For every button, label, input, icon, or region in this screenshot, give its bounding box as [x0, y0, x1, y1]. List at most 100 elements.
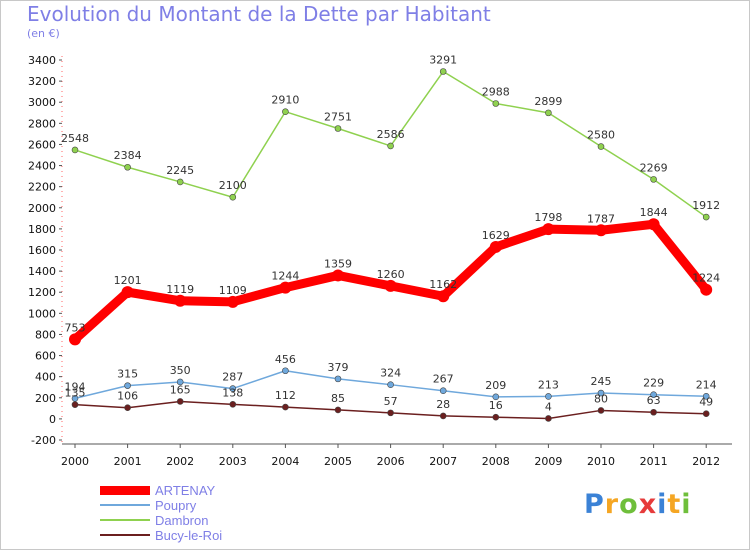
data-point-bucy-le-roi: [439, 412, 447, 420]
legend-label: Dambron: [155, 513, 209, 528]
x-tick-label: 2007: [429, 455, 457, 468]
y-tick-label: 1400: [28, 265, 56, 278]
x-tick-label: 2005: [324, 455, 352, 468]
data-label-bucy-le-roi: 106: [117, 390, 138, 403]
data-point-dambron: [282, 108, 289, 116]
data-label-bucy-le-roi: 85: [331, 392, 345, 405]
data-label-poupry: 267: [433, 373, 454, 386]
data-point-dambron: [176, 178, 184, 186]
logo-letter: i: [681, 489, 692, 520]
y-tick-label: -200: [31, 434, 56, 447]
data-label-bucy-le-roi: 49: [699, 396, 713, 409]
data-label-bucy-le-roi: 57: [384, 395, 398, 408]
data-label-artenay: 1629: [482, 229, 510, 242]
logo-letter: i: [657, 489, 668, 520]
data-point-bucy-le-roi: [387, 409, 394, 417]
x-tick-label: 2012: [692, 455, 720, 468]
data-label-poupry: 324: [380, 367, 401, 380]
data-label-dambron: 2548: [61, 132, 89, 145]
series-layer: [69, 68, 713, 422]
data-label-dambron: 2988: [482, 85, 510, 98]
data-point-dambron: [650, 176, 657, 183]
data-point-dambron: [597, 143, 605, 150]
y-tick-label: 2200: [28, 181, 56, 194]
y-tick-label: 2000: [28, 202, 56, 215]
data-point-dambron: [124, 163, 131, 171]
legend-swatch: [100, 504, 150, 506]
data-label-bucy-le-roi: 80: [594, 392, 608, 405]
y-tick-label: 0: [49, 413, 56, 426]
data-point-poupry: [702, 392, 710, 400]
legend-swatch: [100, 519, 150, 521]
data-point-artenay: [69, 333, 81, 346]
data-label-dambron: 2586: [377, 128, 405, 141]
data-point-artenay: [700, 283, 713, 296]
data-point-dambron: [545, 109, 552, 117]
data-label-artenay: 1844: [640, 206, 668, 219]
legend-label: Poupry: [155, 498, 197, 513]
data-point-artenay: [437, 290, 450, 303]
y-tick-label: 2600: [28, 138, 56, 151]
data-point-poupry: [229, 385, 237, 392]
y-tick-label: 400: [35, 371, 56, 384]
y-tick-label: 2400: [28, 160, 56, 173]
data-point-bucy-le-roi: [702, 410, 710, 418]
data-point-dambron: [334, 125, 342, 132]
data-point-dambron: [702, 213, 710, 221]
data-label-bucy-le-roi: 63: [647, 394, 661, 407]
data-label-artenay: 753: [65, 321, 86, 334]
logo-letter: x: [638, 489, 658, 520]
data-label-poupry: 287: [222, 371, 243, 384]
data-label-poupry: 379: [328, 361, 349, 374]
data-label-poupry: 194: [65, 380, 86, 393]
data-point-dambron: [229, 193, 237, 201]
data-label-artenay: 1201: [114, 274, 142, 287]
data-label-artenay: 1162: [429, 278, 457, 291]
data-point-poupry: [282, 367, 289, 375]
data-point-dambron: [71, 146, 79, 154]
data-label-bucy-le-roi: 165: [170, 383, 191, 396]
data-label-artenay: 1224: [692, 272, 720, 285]
data-point-poupry: [545, 393, 552, 400]
data-point-bucy-le-roi: [650, 408, 657, 416]
data-label-artenay: 1244: [271, 270, 299, 283]
data-label-dambron: 2910: [271, 94, 299, 107]
y-tick-label: 1600: [28, 244, 56, 257]
data-point-poupry: [492, 393, 500, 401]
data-point-poupry: [334, 375, 342, 383]
x-tick-label: 2009: [534, 455, 562, 468]
data-label-dambron: 2899: [534, 95, 562, 108]
data-point-bucy-le-roi: [71, 401, 79, 408]
logo-letter: P: [584, 489, 605, 520]
data-label-poupry: 245: [591, 375, 612, 388]
data-point-bucy-le-roi: [597, 407, 605, 414]
data-label-dambron: 2245: [166, 164, 194, 177]
y-tick-label: 3200: [28, 75, 56, 88]
data-point-dambron: [387, 142, 394, 150]
data-label-dambron: 2580: [587, 129, 615, 142]
logo-letter: r: [604, 489, 620, 520]
y-tick-label: 1800: [28, 223, 56, 236]
data-label-artenay: 1787: [587, 212, 615, 225]
legend-swatch: [100, 534, 150, 536]
data-point-artenay: [279, 281, 292, 294]
data-point-bucy-le-roi: [229, 401, 237, 408]
x-tick-label: 2000: [61, 455, 89, 468]
data-point-artenay: [489, 240, 502, 253]
data-point-artenay: [174, 294, 187, 307]
data-label-dambron: 1912: [692, 199, 720, 212]
legend-label: ARTENAY: [155, 483, 216, 498]
x-tick-label: 2004: [271, 455, 299, 468]
y-tick-label: 800: [35, 328, 56, 341]
data-point-bucy-le-roi: [492, 413, 500, 421]
data-point-artenay: [384, 279, 397, 292]
chart-subtitle: (en €): [27, 27, 60, 40]
x-tick-label: 2008: [482, 455, 510, 468]
data-point-bucy-le-roi: [176, 398, 184, 405]
y-tick-label: 3000: [28, 96, 56, 109]
chart-title: Evolution du Montant de la Dette par Hab…: [27, 2, 491, 26]
data-label-poupry: 456: [275, 353, 296, 366]
proxiti-logo: Proxiti: [584, 489, 692, 520]
